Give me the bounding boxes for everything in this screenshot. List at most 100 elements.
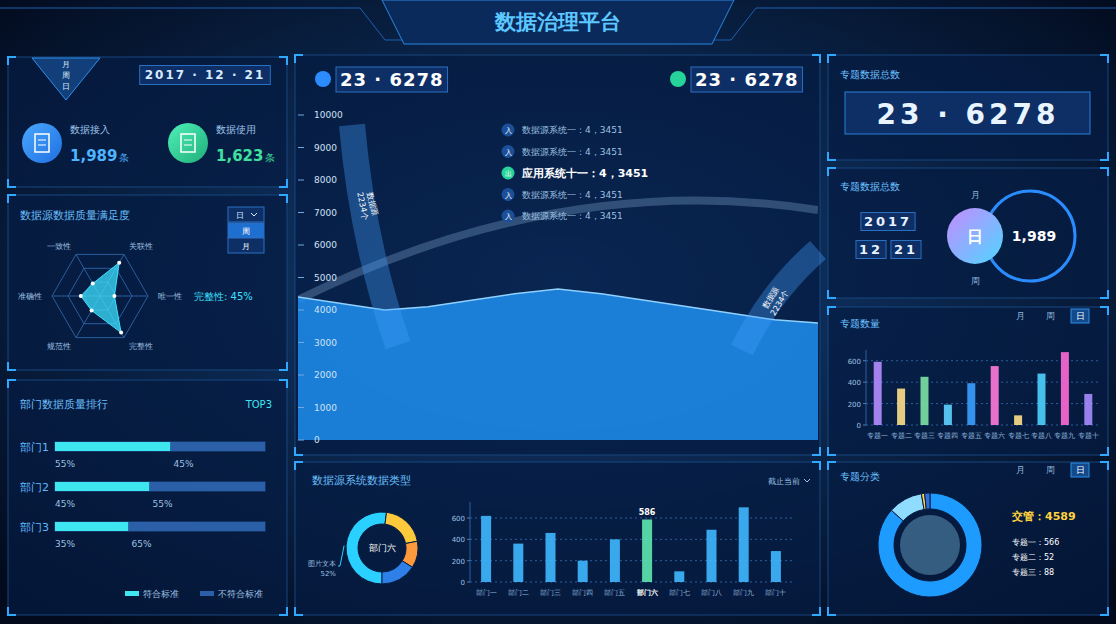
counter: 23 · 6278: [695, 69, 799, 90]
dropdown-option: [228, 223, 264, 238]
date-year: 2017: [864, 214, 912, 229]
tick-label: 8000: [314, 175, 337, 185]
tick: [298, 245, 304, 246]
flow-tag-bg: [502, 188, 515, 201]
category-label: 部门六: [636, 588, 658, 597]
category-label: 部门3: [20, 521, 49, 534]
panel-corner: [828, 55, 1108, 160]
category-label: 专题一: [867, 432, 888, 440]
bar: [1038, 374, 1046, 425]
tick-label: 2000: [314, 370, 337, 380]
tab: 月: [1016, 311, 1025, 321]
category-label: 部门七: [669, 589, 690, 597]
radar-ring: [52, 254, 148, 337]
bar: [874, 362, 882, 425]
flow-tag: 入: [505, 127, 512, 135]
legend-swatch: [200, 591, 214, 596]
tab: 周: [62, 71, 70, 80]
date-month: 12: [859, 242, 883, 257]
panel-subtitle: TOP3: [245, 399, 272, 410]
category-label: 部门四: [572, 589, 593, 597]
panel-corner: [8, 195, 287, 370]
bar: [897, 389, 905, 425]
panel-frame: [8, 57, 287, 187]
category-label: 部门一: [476, 589, 497, 597]
tab: 日: [1076, 311, 1085, 321]
tab-triangle: [32, 58, 100, 100]
panel-frame: [828, 168, 1108, 298]
counter: 23 · 6278: [340, 69, 444, 90]
tick: [298, 310, 304, 311]
slice: [382, 561, 412, 584]
data-label: 专题一：566: [1012, 538, 1059, 547]
tick: [467, 518, 470, 519]
panel-title: 专题数量: [840, 318, 880, 329]
y-axis-line: [470, 502, 471, 582]
radar-point: [117, 261, 121, 265]
counter-box: [336, 67, 448, 92]
panel-frame: [8, 195, 287, 370]
item-value: 1,989: [70, 147, 117, 165]
category-label: 部门九: [733, 589, 754, 597]
dropdown-caret: [251, 213, 257, 216]
tick: [863, 382, 866, 383]
tab: 周: [1046, 311, 1055, 321]
arc-count: 2234个: [355, 191, 370, 221]
radar-label: 关联性: [129, 242, 153, 251]
radar-point: [90, 309, 94, 313]
bar: [967, 383, 975, 425]
data-label: 交管：4589: [1011, 510, 1076, 523]
data-label: 45%: [55, 499, 75, 509]
bar: [739, 507, 749, 582]
tick-label: 400: [452, 536, 465, 544]
category-label: 部门五: [604, 589, 625, 597]
tick: [298, 375, 304, 376]
counter-box: [861, 213, 915, 231]
radar-label: 完整性: [129, 342, 153, 351]
tick: [298, 147, 304, 148]
counter-icon: [670, 71, 686, 87]
counter-box: [856, 241, 886, 259]
radar-point: [119, 331, 123, 335]
data-label: 55%: [55, 459, 75, 469]
bar: [921, 377, 929, 425]
tick: [863, 425, 866, 426]
cycle-option: 周: [971, 276, 980, 286]
category-label: 部门八: [701, 589, 722, 597]
data-label: 35%: [55, 539, 75, 549]
flow-text: 数据源系统一：4，3451: [522, 147, 623, 157]
bar: [991, 366, 999, 425]
cycle-option: 月: [971, 190, 980, 200]
arc-band: [742, 250, 818, 350]
item-unit: 条: [265, 152, 275, 163]
flow-tag: 入: [505, 192, 512, 200]
bar: [546, 533, 556, 582]
flow-text: 数据源系统一：4，3451: [522, 190, 623, 200]
tick-label: 7000: [314, 208, 337, 218]
tick: [298, 440, 304, 441]
bar: [481, 516, 491, 582]
item-icon: [168, 123, 208, 163]
slice: [878, 493, 982, 597]
category-label: 部门二: [508, 589, 529, 597]
bar: [55, 522, 129, 531]
legend-label: 不符合标准: [218, 589, 263, 599]
bar: [944, 405, 952, 425]
panel-frame: [828, 55, 1108, 160]
tab: 日: [1076, 465, 1085, 475]
panel-corner: [8, 57, 287, 187]
tick: [298, 115, 304, 116]
panel-corner: [8, 380, 287, 615]
flow-tag: 入: [505, 213, 512, 221]
bar: [1084, 394, 1092, 425]
icon-doc: [181, 134, 195, 152]
panel-title: 专题数据总数: [840, 69, 900, 80]
panel-title: 部门数据质量排行: [20, 398, 108, 411]
flow-tag: 出: [505, 170, 512, 178]
panel-corner: [295, 55, 820, 455]
dashboard: 数据治理平台月周日2017 · 12 · 21数据接入1,989条数据使用1,6…: [0, 0, 1116, 624]
bar: [707, 530, 717, 582]
category-label: 专题六: [984, 432, 1005, 440]
date: 2017 · 12 · 21: [145, 68, 266, 82]
donut-core: [900, 515, 960, 575]
